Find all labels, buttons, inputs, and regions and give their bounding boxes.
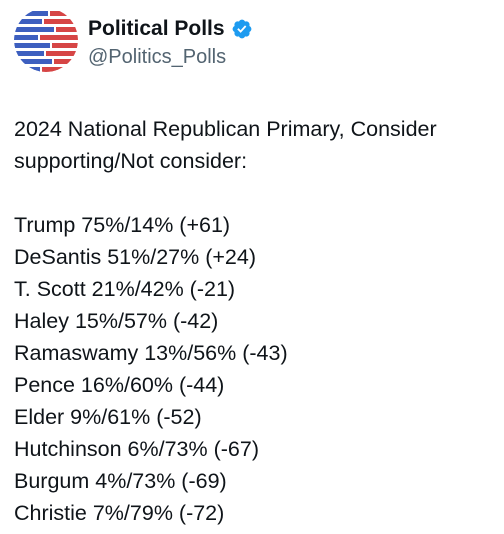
- poll-result-row: Haley 15%/57% (-42): [14, 309, 219, 333]
- author-name-row: Political Polls: [88, 17, 253, 41]
- political-polls-logo-icon: [14, 8, 78, 72]
- poll-result-row: Ramaswamy 13%/56% (-43): [14, 341, 288, 365]
- poll-result-row: Pence 16%/60% (-44): [14, 373, 225, 397]
- tweet-heading: 2024 National Republican Primary, Consid…: [14, 117, 437, 173]
- poll-result-row: Trump 75%/14% (+61): [14, 213, 231, 237]
- verified-badge-icon: [232, 19, 251, 39]
- poll-result-row: DeSantis 51%/27% (+24): [14, 245, 257, 269]
- tweet-body: 2024 National Republican Primary, Consid…: [14, 113, 496, 529]
- poll-results-list: Trump 75%/14% (+61) DeSantis 51%/27% (+2…: [14, 209, 496, 529]
- paragraph-spacer: [14, 177, 496, 209]
- author-display-name[interactable]: Political Polls: [88, 17, 225, 40]
- poll-result-row: Elder 9%/61% (-52): [14, 405, 202, 429]
- author-handle[interactable]: @Politics_Polls: [88, 46, 227, 68]
- poll-result-row: T. Scott 21%/42% (-21): [14, 277, 236, 301]
- poll-result-row: Hutchinson 6%/73% (-67): [14, 437, 259, 461]
- poll-result-row: Burgum 4%/73% (-69): [14, 469, 227, 493]
- poll-result-row: Christie 7%/79% (-72): [14, 501, 225, 525]
- avatar[interactable]: [14, 8, 78, 72]
